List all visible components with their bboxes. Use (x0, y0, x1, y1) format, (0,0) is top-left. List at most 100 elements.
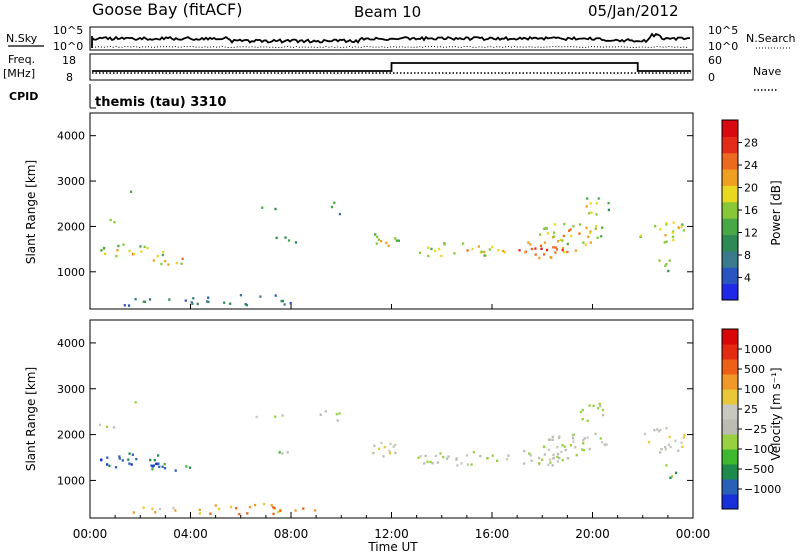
data-cell (118, 457, 121, 460)
data-cell (431, 462, 434, 465)
data-cell (128, 249, 131, 253)
data-cell (130, 463, 133, 466)
data-cell (122, 243, 125, 246)
data-cell (395, 239, 398, 242)
data-cell (583, 437, 586, 440)
data-cell (279, 509, 282, 513)
data-cell (503, 251, 506, 254)
data-cell (561, 247, 565, 250)
data-cell (672, 221, 675, 224)
nave-label: Nave (753, 65, 781, 78)
power-colorbar-label: 16 (744, 204, 758, 217)
data-cell (151, 507, 154, 511)
data-cell (551, 435, 554, 439)
data-cell (665, 464, 668, 467)
cpid-label: CPID (9, 90, 38, 103)
data-cell (551, 464, 554, 467)
data-cell (280, 299, 283, 303)
data-cell (162, 250, 165, 254)
data-cell (681, 223, 684, 226)
data-cell (566, 457, 570, 460)
velocity-colorbar-swatch (722, 359, 738, 375)
data-cell (574, 446, 577, 449)
data-cell (372, 451, 375, 455)
power-ylabel: Slant Range [km] (24, 160, 38, 264)
data-cell (440, 254, 443, 258)
data-cell (683, 433, 686, 436)
data-cell (552, 246, 555, 249)
data-cell (447, 455, 450, 458)
data-cell (442, 455, 445, 459)
data-cell (436, 461, 439, 464)
data-cell (581, 448, 584, 451)
data-cell (667, 269, 670, 273)
data-cell (556, 460, 559, 463)
data-cell (590, 211, 593, 214)
data-cell (121, 459, 124, 462)
data-cell (547, 438, 551, 441)
data-cell (455, 458, 458, 461)
data-cell (581, 408, 584, 412)
velocity-ytick-label: 4000 (57, 337, 85, 350)
data-cell (115, 255, 118, 258)
data-cell (466, 463, 469, 466)
data-cell (505, 458, 509, 461)
data-cell (206, 300, 209, 303)
data-cell (174, 469, 177, 472)
data-cell (486, 457, 489, 460)
data-cell (261, 206, 264, 209)
data-cell (161, 253, 164, 257)
data-cell (423, 462, 426, 465)
data-cell (601, 408, 605, 412)
data-cell (523, 449, 526, 453)
data-cell (275, 236, 278, 240)
data-cell (134, 401, 137, 404)
noise-sky-line (91, 32, 691, 48)
data-cell (653, 429, 656, 432)
velocity-ytick-label: 3000 (57, 383, 85, 396)
data-cell (563, 222, 566, 226)
data-cell (127, 304, 131, 307)
velocity-colorbar-frame (721, 328, 739, 510)
velocity-ytick-label: 1000 (57, 474, 85, 487)
station-title: Goose Bay (fitACF) (92, 0, 242, 19)
data-cell (569, 228, 572, 231)
data-cell (335, 412, 338, 416)
data-cell (109, 218, 112, 222)
data-cell (434, 454, 437, 458)
data-cell (530, 459, 533, 462)
data-cell (599, 437, 602, 440)
data-cell (259, 295, 262, 298)
data-cell (105, 425, 109, 428)
data-cell (128, 462, 131, 465)
data-cell (681, 445, 684, 448)
nsearch-label: N.Search (746, 32, 796, 45)
data-cell (538, 256, 541, 260)
velocity-heatmap-cells (99, 401, 686, 516)
velocity-colorbar-swatch (722, 494, 738, 510)
power-colorbar-label: 24 (744, 159, 758, 172)
data-cell (229, 505, 233, 509)
data-cell (585, 205, 588, 208)
data-cell (596, 406, 600, 410)
data-cell (658, 259, 661, 262)
data-cell (596, 236, 599, 239)
data-cell (114, 466, 118, 469)
data-cell (142, 300, 145, 303)
data-cell (571, 434, 574, 437)
data-cell (151, 465, 154, 468)
data-cell (373, 444, 376, 447)
data-cell (600, 235, 603, 238)
power-colorbar-label: 28 (744, 137, 758, 150)
data-cell (273, 507, 276, 510)
data-cell (130, 190, 133, 193)
data-cell (555, 248, 559, 251)
data-cell (377, 238, 380, 241)
data-cell (142, 506, 145, 509)
data-cell (184, 299, 187, 302)
data-cell (153, 459, 156, 462)
data-cell (465, 454, 469, 457)
data-cell (131, 253, 134, 256)
data-cell (603, 443, 606, 446)
data-cell (424, 454, 427, 458)
